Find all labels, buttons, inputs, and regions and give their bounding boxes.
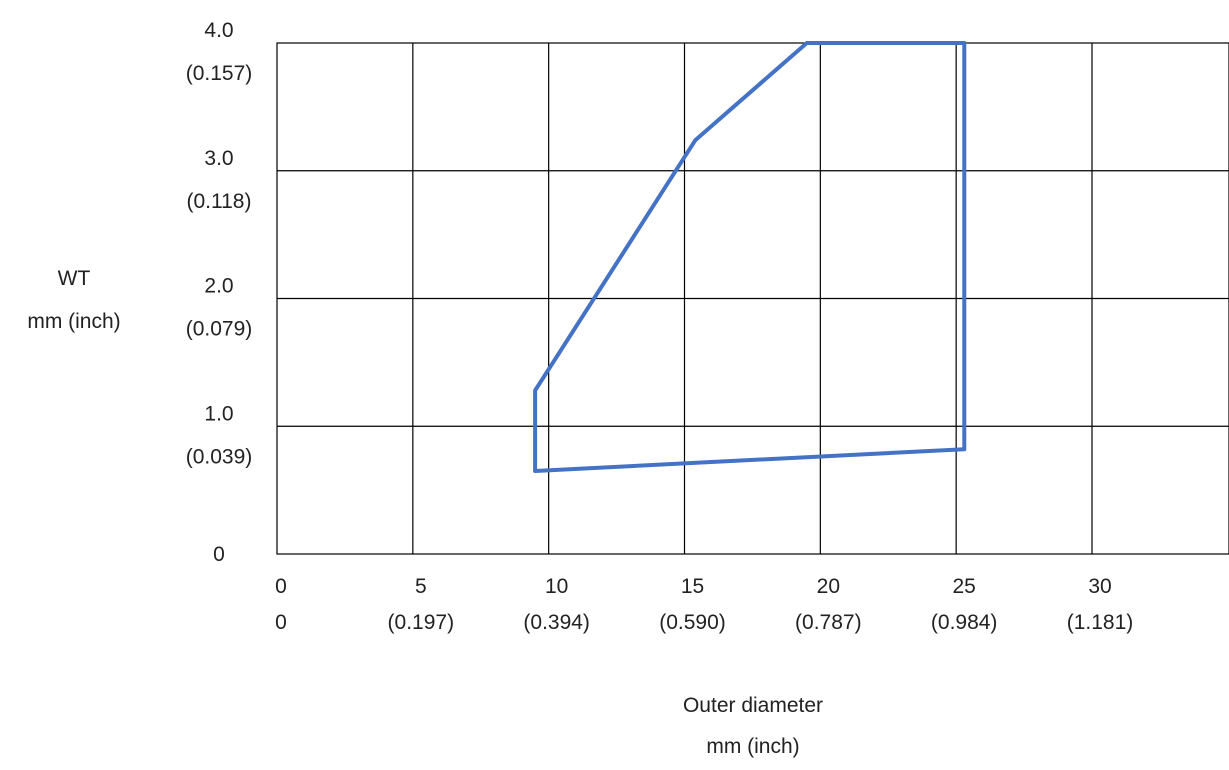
x-tick-label-line: 0 [275, 575, 287, 598]
x-tick-label-line: 5 [415, 575, 427, 598]
y-tick-label: 0 [213, 543, 225, 566]
x-tick-label: 25 (0.984) [931, 575, 998, 634]
y-axis-tick-labels: 0 1.0 (0.039) 2.0 (0.079) 3.0 (0.118) 4.0 (0.157… [186, 19, 253, 566]
x-tick-label: 20 (0.787) [795, 575, 862, 634]
operating-range-boundary [535, 43, 964, 471]
y-tick-label-line: 2.0 [204, 275, 233, 298]
y-axis-title: WT mm (inch) [27, 267, 120, 333]
x-tick-label-line: 10 [545, 575, 568, 598]
x-tick-label-line: (1.181) [1067, 611, 1134, 634]
x-tick-label-line: 25 [952, 575, 975, 598]
x-tick-label-line: 15 [681, 575, 704, 598]
x-tick-label-line: (0.984) [931, 611, 998, 634]
y-tick-label: 3.0 (0.118) [187, 147, 252, 213]
x-tick-label-line: 0 [275, 611, 287, 634]
x-tick-label: 5 (0.197) [388, 575, 455, 634]
data-series [535, 43, 964, 471]
x-tick-label-line: (0.197) [388, 611, 455, 634]
x-axis-title: Outer diameter mm (inch) [683, 694, 823, 758]
y-tick-label: 2.0 (0.079) [186, 275, 253, 341]
y-tick-label-line: 0 [213, 543, 225, 566]
y-tick-label-line: (0.039) [186, 445, 253, 468]
y-tick-label-line: (0.157) [186, 62, 253, 85]
y-tick-label-line: 3.0 [204, 147, 233, 170]
grid-lines [277, 43, 1229, 554]
x-tick-label-line: (0.787) [795, 611, 862, 634]
x-axis-title-line-2: mm (inch) [706, 735, 799, 758]
x-axis-tick-labels: 005(0.197)10(0.394)15(0.590)20(0.787)25(… [275, 575, 1133, 634]
x-tick-label-line: (0.394) [523, 611, 590, 634]
y-axis-title-line-2: mm (inch) [27, 310, 120, 333]
y-tick-label: 4.0 (0.157) [186, 19, 253, 85]
y-tick-label-line: 4.0 [204, 19, 233, 42]
y-tick-label: 1.0 (0.039) [186, 402, 253, 468]
y-tick-label-line: 1.0 [204, 402, 233, 425]
x-tick-label: 15 (0.590) [659, 575, 726, 634]
y-tick-label-line: (0.079) [186, 318, 253, 341]
x-tick-label: 10 (0.394) [523, 575, 590, 634]
x-tick-label: 30 (1.181) [1067, 575, 1134, 634]
x-tick-label-line: 20 [817, 575, 840, 598]
x-tick-label-line: (0.590) [659, 611, 726, 634]
x-axis-title-line-1: Outer diameter [683, 694, 823, 717]
x-tick-label-line: 30 [1088, 575, 1111, 598]
x-tick-label: 00 [275, 575, 287, 634]
y-axis-title-line-1: WT [58, 267, 91, 290]
y-tick-label-line: (0.118) [187, 190, 252, 213]
